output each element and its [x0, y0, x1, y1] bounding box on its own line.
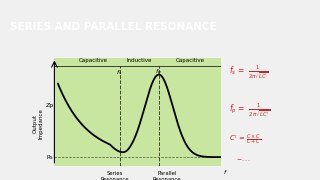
Text: Zp: Zp — [45, 103, 53, 108]
Text: $f_p$ =  $\frac{1}{2\pi\sqrt{LC'}}$: $f_p$ = $\frac{1}{2\pi\sqrt{LC'}}$ — [229, 101, 270, 119]
Text: Capacitive: Capacitive — [175, 58, 204, 63]
Text: Capacitive: Capacitive — [79, 58, 108, 63]
Text: Inductive: Inductive — [126, 58, 152, 63]
Text: $- ...$: $- ...$ — [236, 157, 251, 163]
Text: Series
Resonance: Series Resonance — [100, 171, 129, 180]
Text: $f$: $f$ — [223, 168, 228, 176]
Text: $f_s$: $f_s$ — [116, 68, 123, 77]
Text: $C'$ = $\frac{C \times C}{C + C}$: $C'$ = $\frac{C \times C}{C + C}$ — [229, 133, 261, 147]
Text: $f_p$: $f_p$ — [156, 68, 162, 78]
Text: Output
Impedance: Output Impedance — [33, 108, 44, 139]
Text: SERIES AND PARALLEL RESONANCE: SERIES AND PARALLEL RESONANCE — [10, 22, 216, 32]
Text: Parallel
Resonance: Parallel Resonance — [153, 171, 181, 180]
Text: Rs: Rs — [47, 155, 53, 160]
Text: $f_s$ =  $\frac{1}{2\pi\sqrt{LC}}$: $f_s$ = $\frac{1}{2\pi\sqrt{LC}}$ — [229, 63, 268, 81]
